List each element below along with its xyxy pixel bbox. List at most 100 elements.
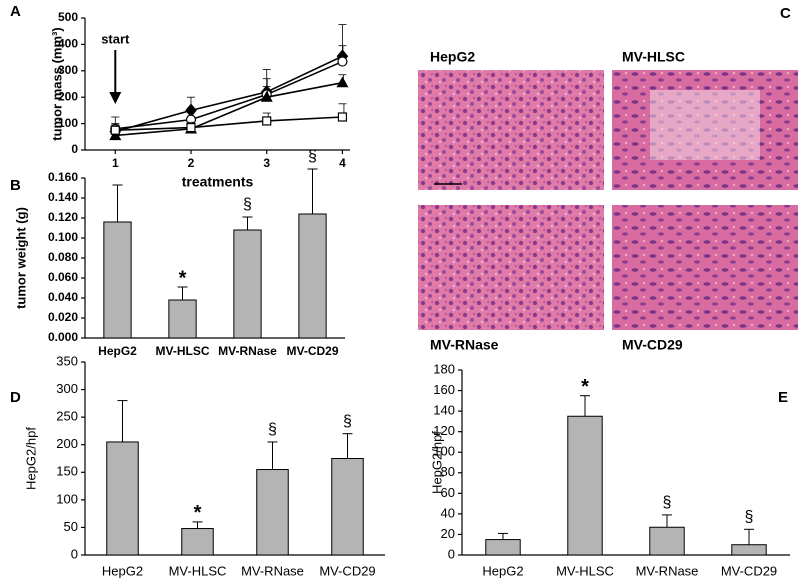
y-tick-label: 0: [71, 142, 78, 156]
x-tick-label: MV-CD29: [319, 563, 375, 578]
y-tick-label: 60: [441, 485, 455, 500]
bar: [103, 221, 132, 339]
y-tick-label: 100: [56, 491, 78, 506]
significance-mark: §: [268, 421, 277, 438]
y-tick-label: 120: [433, 423, 455, 438]
x-tick-label: MV-CD29: [721, 563, 777, 578]
y-tick-label: 100: [433, 444, 455, 459]
x-tick-label: MV-RNase: [241, 563, 304, 578]
significance-mark: *: [194, 502, 202, 524]
bar: [298, 213, 327, 339]
series-line: [115, 55, 343, 133]
y-tick-label: 0.040: [48, 290, 78, 304]
y-tick-label: 40: [441, 505, 455, 520]
image-label: HepG2: [430, 49, 475, 65]
histology-image: [612, 205, 798, 330]
bar: [485, 539, 521, 556]
y-tick-label: 100: [58, 116, 78, 130]
series-line: [115, 116, 343, 131]
marker: [336, 76, 349, 88]
y-tick-label: 20: [441, 526, 455, 541]
y-tick-label: 0.020: [48, 310, 78, 324]
y-tick-label: 350: [56, 353, 78, 368]
image-label: MV-CD29: [622, 337, 683, 353]
y-tick-label: 0.000: [48, 330, 78, 344]
panel-label: E: [778, 389, 788, 406]
marker: [109, 129, 122, 141]
y-tick-label: 400: [58, 37, 78, 51]
marker: [186, 122, 196, 133]
bar: [567, 415, 603, 556]
panel-label: B: [10, 177, 21, 194]
y-tick-label: 250: [56, 409, 78, 424]
marker: [110, 125, 120, 135]
significance-mark: §: [745, 509, 754, 526]
annotation: start: [101, 31, 130, 46]
y-tick-label: 0.060: [48, 270, 78, 284]
y-axis-label: tumor weight (g): [13, 207, 28, 309]
y-tick-label: 300: [58, 63, 78, 77]
y-tick-label: 0.080: [48, 250, 78, 264]
x-tick-label: HepG2: [98, 344, 137, 358]
bar: [181, 528, 214, 556]
y-tick-label: 50: [64, 519, 78, 534]
marker: [260, 90, 273, 102]
significance-mark: §: [663, 494, 672, 511]
histology-image: [418, 205, 604, 330]
y-axis-label: HepG2/hpf: [23, 427, 38, 490]
significance-mark: §: [243, 196, 252, 213]
x-tick-label: 1: [112, 156, 119, 170]
marker: [337, 112, 348, 122]
y-tick-label: 180: [433, 361, 455, 376]
image-label: MV-HLSC: [622, 49, 685, 65]
x-tick-label: MV-CD29: [286, 344, 338, 358]
y-tick-label: 500: [58, 10, 78, 24]
y-tick-label: 200: [56, 436, 78, 451]
panel-label: C: [780, 5, 791, 22]
y-axis-label: tumor mass (mm³): [49, 27, 64, 140]
x-tick-label: MV-HLSC: [169, 563, 227, 578]
x-tick-label: 2: [188, 156, 195, 170]
panel-label: D: [10, 389, 21, 406]
y-tick-label: 300: [56, 381, 78, 396]
bar: [731, 544, 767, 556]
y-tick-label: 150: [56, 464, 78, 479]
series-line: [115, 81, 343, 137]
x-tick-label: MV-RNase: [218, 344, 277, 358]
significance-mark: *: [179, 267, 187, 289]
x-tick-label: 4: [339, 156, 346, 170]
x-tick-label: MV-HLSC: [156, 344, 210, 358]
y-tick-label: 0: [71, 546, 78, 561]
panel-label: A: [10, 3, 21, 20]
annotation-arrowhead: [109, 92, 122, 104]
histology-image: [418, 70, 604, 190]
bar: [233, 229, 262, 339]
y-tick-label: 0.160: [48, 170, 78, 184]
marker: [337, 56, 348, 67]
x-tick-label: MV-RNase: [636, 563, 699, 578]
series-line: [115, 60, 343, 130]
bar: [649, 526, 685, 556]
y-tick-label: 0.100: [48, 230, 78, 244]
y-tick-label: 0.140: [48, 190, 78, 204]
y-tick-label: 200: [58, 89, 78, 103]
y-axis-label: HepG2/hpf: [429, 431, 444, 494]
x-tick-label: HepG2: [102, 563, 143, 578]
significance-mark: §: [343, 413, 352, 430]
x-tick-label: 3: [263, 156, 270, 170]
histology-image-area: [650, 90, 760, 160]
panel-c-images: HepG2 MV-HLSC MV-RNase MV-CD29 C: [418, 5, 798, 353]
y-tick-label: 80: [441, 464, 455, 479]
x-tick-label: MV-HLSC: [556, 563, 614, 578]
bar: [331, 458, 364, 556]
significance-mark: §: [308, 148, 317, 165]
image-label: MV-RNase: [430, 337, 499, 353]
y-tick-label: 0: [448, 546, 455, 561]
y-tick-label: 140: [433, 403, 455, 418]
y-tick-label: 160: [433, 382, 455, 397]
x-axis-label: treatments: [182, 174, 254, 190]
significance-mark: *: [581, 376, 589, 398]
marker: [262, 116, 272, 126]
x-tick-label: HepG2: [482, 563, 523, 578]
